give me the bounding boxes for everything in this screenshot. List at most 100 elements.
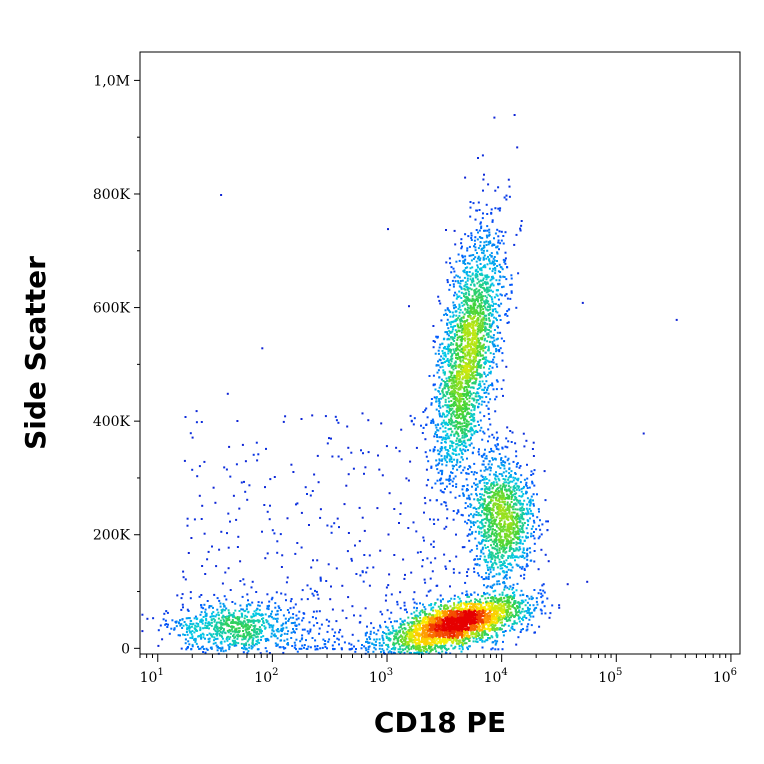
event-dot	[506, 501, 509, 504]
event-dot	[546, 529, 549, 531]
event-dot	[460, 622, 463, 625]
event-dot	[450, 640, 453, 643]
event-dot	[470, 254, 473, 257]
event-dot	[464, 415, 467, 418]
event-dot	[516, 146, 519, 149]
event-dot	[499, 618, 502, 621]
event-dot	[452, 348, 455, 351]
event-dot	[463, 546, 466, 549]
event-dot	[476, 431, 479, 433]
event-dot	[432, 420, 435, 423]
event-dot	[494, 594, 497, 597]
event-dot	[533, 608, 536, 611]
event-dot	[489, 279, 492, 282]
event-dot	[451, 430, 454, 433]
event-dot	[497, 526, 500, 529]
event-dot	[354, 650, 357, 653]
event-dot	[457, 634, 460, 637]
event-dot	[481, 522, 484, 525]
event-dot	[487, 345, 490, 348]
event-dot	[506, 518, 509, 521]
event-dot	[507, 603, 510, 606]
event-dot	[506, 509, 509, 512]
event-dot	[495, 438, 498, 441]
event-dot	[539, 589, 542, 592]
event-dot	[375, 633, 378, 636]
event-dot	[507, 321, 510, 324]
event-dot	[480, 622, 483, 625]
event-dot	[509, 486, 512, 489]
event-dot	[496, 545, 499, 548]
event-dot	[414, 638, 417, 641]
event-dot	[505, 470, 508, 473]
event-dot	[457, 603, 460, 606]
event-dot	[387, 632, 390, 635]
event-dot	[490, 533, 493, 536]
event-dot	[476, 209, 478, 212]
event-dot	[415, 644, 418, 647]
event-dot	[498, 517, 501, 520]
event-dot	[453, 631, 456, 633]
event-dot	[400, 641, 403, 643]
event-dot	[468, 514, 470, 517]
event-dot	[484, 476, 487, 479]
event-dot	[390, 621, 392, 624]
event-dot	[461, 646, 464, 649]
event-dot	[493, 521, 496, 524]
event-dot	[468, 391, 470, 394]
event-dot	[442, 612, 445, 615]
event-dot	[529, 612, 531, 615]
event-dot	[492, 508, 494, 511]
event-dot	[498, 600, 501, 603]
event-dot	[366, 631, 368, 634]
event-dot	[482, 525, 485, 528]
event-dot	[500, 266, 503, 269]
event-dot	[479, 499, 482, 501]
event-dot	[485, 572, 488, 575]
event-dot	[484, 346, 487, 348]
event-dot	[427, 478, 430, 481]
event-dot	[511, 598, 513, 601]
event-dot	[469, 505, 472, 508]
event-dot	[479, 241, 482, 244]
event-dot	[472, 604, 475, 607]
event-dot	[451, 376, 454, 379]
event-dot	[474, 311, 477, 313]
event-dot	[508, 489, 511, 492]
event-dot	[416, 607, 418, 610]
event-dot	[458, 357, 461, 360]
event-dot	[393, 637, 396, 639]
event-dot	[449, 362, 452, 365]
event-dot	[448, 309, 450, 312]
event-dot	[461, 319, 464, 322]
event-dot	[468, 609, 471, 612]
event-dot	[486, 561, 489, 564]
event-dot	[470, 616, 473, 619]
event-dot	[504, 534, 507, 537]
event-dot	[507, 540, 510, 542]
event-dot	[445, 611, 448, 613]
event-dot	[466, 594, 469, 597]
event-dot	[446, 414, 449, 417]
event-dot	[528, 501, 531, 504]
event-dot	[466, 595, 469, 598]
event-dot	[503, 525, 506, 528]
event-dot	[523, 573, 526, 576]
event-dot	[473, 406, 476, 409]
event-dot	[399, 645, 402, 648]
event-dot	[508, 588, 511, 591]
event-dot	[493, 491, 495, 494]
event-dot	[479, 521, 482, 524]
event-dot	[457, 325, 459, 327]
event-dot	[471, 606, 474, 609]
event-dot	[458, 597, 461, 600]
event-dot	[471, 427, 474, 430]
event-dot	[416, 627, 419, 630]
event-dot	[488, 608, 491, 610]
event-dot	[383, 632, 386, 634]
event-dot	[415, 652, 417, 655]
event-dot	[495, 536, 498, 539]
event-dot	[440, 644, 443, 647]
event-dot	[532, 472, 535, 475]
event-dot	[528, 607, 531, 610]
